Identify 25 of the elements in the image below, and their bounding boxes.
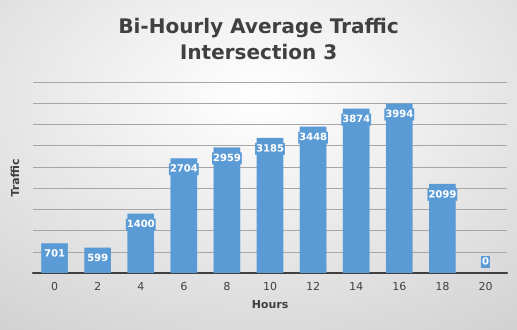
y-axis-title: Traffic [9, 158, 22, 196]
x-tick-label: 20 [478, 280, 492, 293]
data-label: 599 [87, 253, 108, 264]
data-label: 3994 [385, 108, 414, 120]
x-tick-label: 6 [180, 280, 188, 293]
x-tick-label: 8 [223, 280, 230, 293]
data-label: 2704 [170, 164, 198, 175]
chart-title: Bi-Hourly Average Traffic Intersection 3 [118, 14, 399, 64]
data-label: 1400 [126, 219, 155, 230]
data-label: 3448 [299, 132, 328, 144]
x-tick-label: 4 [137, 280, 144, 293]
data-label: 0 [482, 256, 489, 268]
data-label: 701 [44, 248, 66, 260]
x-tick-label: 12 [306, 280, 320, 293]
data-label: 3874 [342, 114, 370, 126]
x-tick-label: 10 [263, 280, 277, 293]
x-tick-label: 18 [435, 280, 450, 293]
x-tick-label: 2 [94, 280, 102, 293]
x-tick-label: 16 [392, 280, 406, 293]
x-tick-label: 14 [349, 280, 364, 293]
data-label: 3185 [256, 143, 284, 154]
data-label: 2959 [212, 152, 241, 164]
x-tick-label: 0 [51, 280, 58, 293]
x-axis-title: Hours [252, 298, 289, 311]
data-label: 2099 [428, 189, 456, 200]
